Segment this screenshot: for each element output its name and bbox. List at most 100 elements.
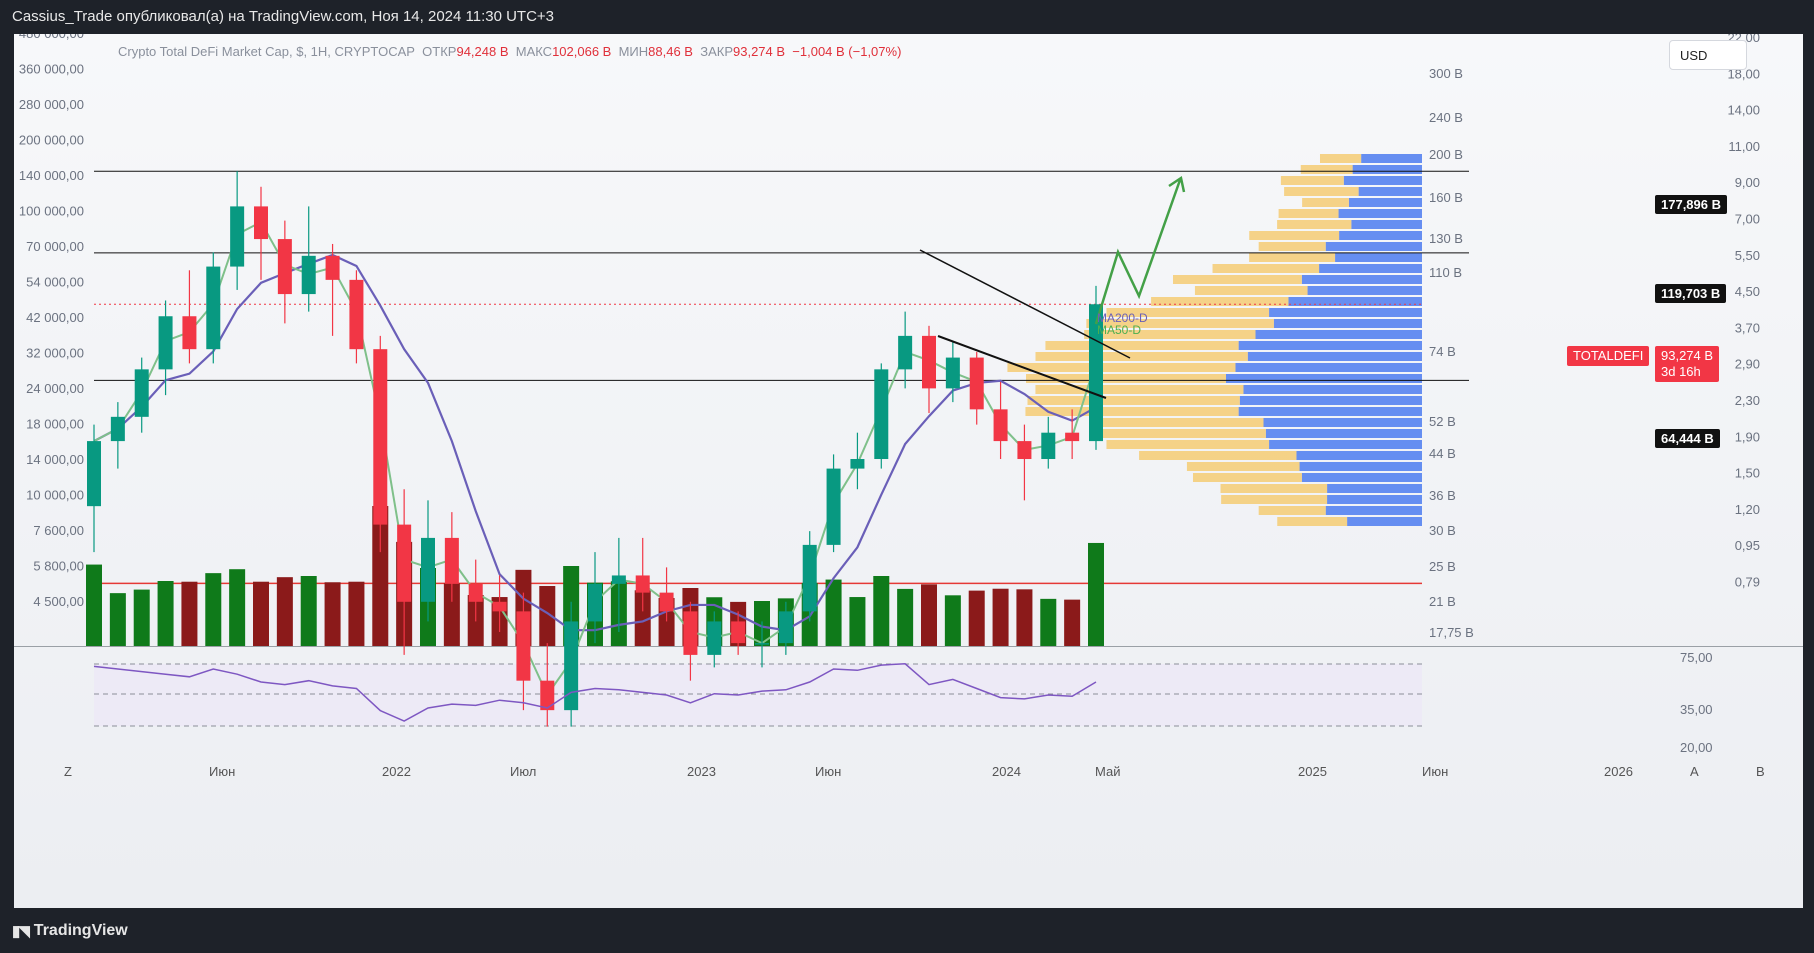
price-axis-label: 30 B [1429, 523, 1456, 538]
volume-profile-bar [1348, 198, 1422, 207]
volume-profile-bar [1269, 440, 1422, 449]
volume-profile-bar [1343, 176, 1422, 185]
tradingview-logo[interactable]: ▮◥ TradingView [12, 922, 128, 940]
volume-profile-bar [1307, 286, 1422, 295]
pane-divider [14, 646, 1803, 647]
left-axis-label: 32 000,00 [26, 346, 84, 361]
time-axis-label: 2023 [687, 764, 716, 779]
candle-body [969, 357, 984, 410]
volume-profile-bar [1361, 154, 1422, 163]
volume-profile-bar [1172, 275, 1302, 284]
volume-profile-bar [1277, 517, 1348, 526]
candle-body [707, 621, 722, 655]
candle-body [611, 575, 626, 584]
price-axis-label: 130 B [1429, 231, 1463, 246]
volume-profile-bar [1284, 187, 1359, 196]
candle-body [206, 266, 221, 350]
volume-profile-bar [1265, 429, 1422, 438]
volume-profile-bar [1221, 495, 1328, 504]
volume-profile-bar [1358, 187, 1422, 196]
candle-body [898, 335, 913, 370]
candle-body [1041, 432, 1056, 460]
volume-profile-bar [1238, 407, 1422, 416]
candle-body [1017, 441, 1032, 460]
volume-bar [1088, 542, 1104, 646]
volume-profile-bar [1249, 253, 1336, 262]
volume-bar [133, 589, 150, 646]
price-axis-label: 74 B [1429, 344, 1456, 359]
symbol-tag: TOTALDEFI [1567, 346, 1650, 366]
ma200-label: MA200-D [1097, 311, 1148, 325]
currency-button[interactable]: USD [1669, 40, 1747, 70]
tradingview-mark-icon: ▮◥ [12, 923, 30, 940]
right-axis-label: 1,50 [1735, 466, 1760, 481]
legend-change: −1,004 B (−1,07%) [792, 44, 902, 59]
candle-body [373, 349, 388, 525]
volume-profile-bar [1247, 352, 1422, 361]
price-axis-label: 36 B [1429, 488, 1456, 503]
candle-body [635, 575, 650, 593]
volume-profile-bar [1302, 198, 1349, 207]
right-axis-label: 0,95 [1735, 538, 1760, 553]
left-axis-label: 5 800,00 [33, 559, 84, 574]
price-axis-label: 160 B [1429, 190, 1463, 205]
volume-profile-bar [1035, 385, 1244, 394]
volume-profile-bar [1319, 154, 1362, 163]
volume-profile-bar [1347, 517, 1422, 526]
volume-bar [873, 576, 890, 646]
level-tag-top: 177,896 B [1655, 195, 1727, 214]
volume-bar [109, 593, 126, 646]
time-axis-label: Июл [510, 764, 536, 779]
candle-body [468, 583, 483, 602]
candle-body [778, 611, 793, 644]
volume-profile-bar [1351, 220, 1422, 229]
rsi-axis-label: 20,00 [1680, 740, 1713, 755]
left-axis-label: 42 000,00 [26, 310, 84, 325]
price-axis-label: 25 B [1429, 559, 1456, 574]
candle-body [802, 544, 817, 612]
volume-bar [1016, 589, 1033, 646]
candle-body [110, 416, 125, 442]
volume-profile-bar [1098, 429, 1266, 438]
time-axis-label: Июн [1422, 764, 1448, 779]
auto-scale-button: A [1690, 764, 1699, 779]
legend-close-label: ЗАКР [700, 44, 733, 59]
right-axis-label: 18,00 [1727, 66, 1760, 81]
price-axis-label: 52 B [1429, 414, 1456, 429]
volume-profile-bar [1273, 319, 1422, 328]
candle-body [659, 592, 674, 612]
volume-profile-bar [1243, 385, 1422, 394]
volume-profile-bar [1239, 396, 1422, 405]
header-bar: Cassius_Trade опубликовал(а) на TradingV… [0, 0, 1814, 34]
time-axis-label: Июн [815, 764, 841, 779]
candle-body [588, 583, 602, 622]
volume-profile-bar [1139, 451, 1297, 460]
left-axis-label: 18 000,00 [26, 417, 84, 432]
price-axis-label: 21 B [1429, 594, 1456, 609]
footer-bar: ▮◥ TradingView [0, 908, 1814, 953]
volume-bar [1064, 599, 1081, 646]
volume-profile-bar [1220, 484, 1328, 493]
countdown: 3d 16h [1661, 364, 1701, 379]
volume-profile-bar [1263, 418, 1422, 427]
volume-bar [157, 581, 174, 646]
candle-body [683, 611, 698, 655]
left-axis-label: 360 000,00 [19, 62, 84, 77]
candle-body [254, 206, 268, 240]
candle-body [87, 441, 101, 507]
wedge-upper-line [919, 249, 1131, 359]
volume-profile-bar [1327, 495, 1422, 504]
right-axis-label: 14,00 [1727, 103, 1760, 118]
volume-bar [897, 588, 914, 646]
time-axis-label: 2024 [992, 764, 1021, 779]
volume-bar [205, 573, 222, 646]
volume-profile-bar [1277, 220, 1352, 229]
symbol-legend: Crypto Total DeFi Market Cap, $, 1H, CRY… [118, 44, 901, 59]
zoom-reset-button: Z [64, 764, 72, 779]
left-axis-label: 280 000,00 [19, 97, 84, 112]
right-axis-label: 7,00 [1735, 212, 1760, 227]
volume-bar [921, 584, 937, 646]
wedge-lower-line [937, 335, 1107, 399]
